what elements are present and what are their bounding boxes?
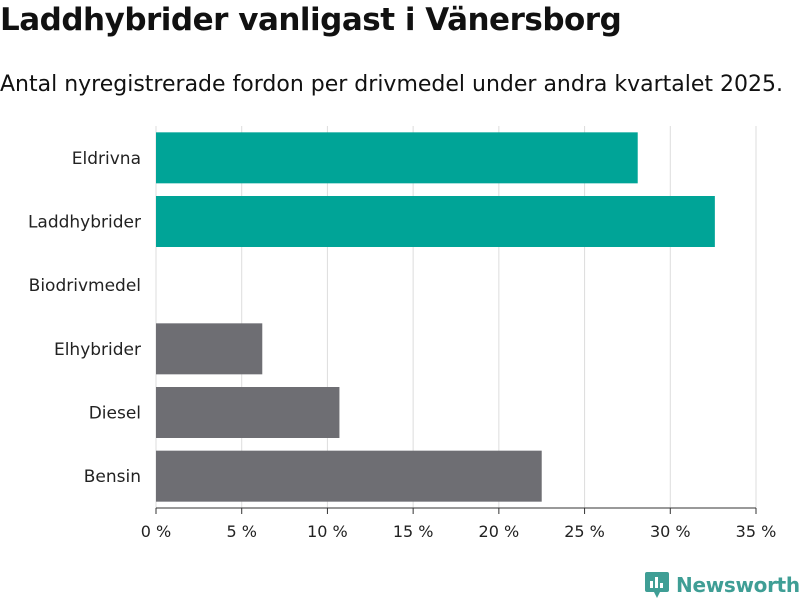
x-tick-label: 15 % xyxy=(393,522,434,541)
category-label: Eldrivna xyxy=(72,149,141,169)
x-tick-label: 25 % xyxy=(564,522,605,541)
bar xyxy=(156,387,340,438)
category-label: Bensin xyxy=(84,467,141,487)
x-tick-label: 5 % xyxy=(226,522,256,541)
x-tick-label: 10 % xyxy=(307,522,348,541)
x-tick-label: 35 % xyxy=(736,522,777,541)
chart-title: Laddhybrider vanligast i Vänersborg xyxy=(0,2,622,38)
category-label: Diesel xyxy=(89,404,141,424)
bar xyxy=(156,132,638,184)
category-label: Laddhybrider xyxy=(28,213,141,233)
category-label: Biodrivmedel xyxy=(29,276,141,296)
bar xyxy=(156,323,263,375)
bar xyxy=(156,450,542,502)
category-label: Elhybrider xyxy=(54,340,141,360)
brand-name: Newsworthy xyxy=(676,573,800,597)
x-tick-label: 20 % xyxy=(479,522,520,541)
newsworthy-logo-icon xyxy=(645,572,669,598)
bar xyxy=(156,196,715,247)
brand-logo: Newsworthy xyxy=(644,570,800,600)
x-tick-label: 30 % xyxy=(650,522,691,541)
bar-chart: Eldrivna Laddhybrider Biodrivmedel Elhybrid… xyxy=(28,126,777,541)
chart-subtitle: Antal nyregistrerade fordon per drivmede… xyxy=(0,72,783,97)
x-tick-label: 0 % xyxy=(141,522,171,541)
